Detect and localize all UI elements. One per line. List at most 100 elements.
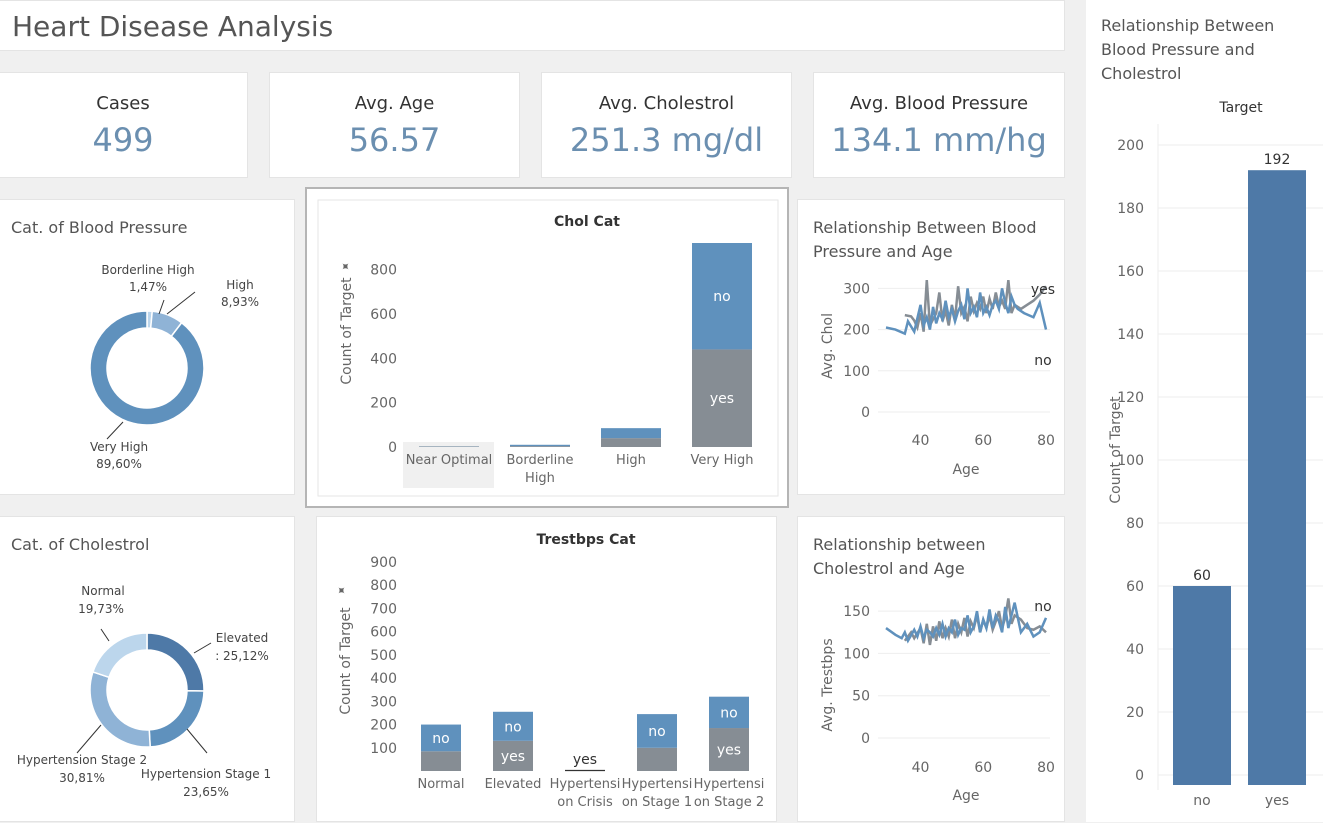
bar-segment-no [510, 445, 570, 446]
bar-data-label: 192 [1264, 152, 1291, 168]
y-axis-label: Count of Target [1108, 396, 1124, 504]
y-tick-label: 0 [388, 440, 397, 456]
slice-label: : 25,12% [215, 649, 269, 663]
bp-age-card[interactable]: Relationship Between Blood Pressure and … [797, 199, 1065, 495]
y-tick-label: 200 [370, 396, 397, 412]
bar [1173, 586, 1231, 785]
y-tick-label: 400 [370, 351, 397, 367]
target-panel[interactable]: Relationship Between Blood Pressure and … [1086, 0, 1323, 822]
y-tick-label: 200 [843, 323, 870, 339]
kpi-avg-blood-pressure[interactable]: Avg. Blood Pressure 134.1 mm/hg [813, 72, 1065, 178]
bp-category-card[interactable]: Cat. of Blood Pressure Borderline High 1… [0, 199, 295, 495]
y-axis-label: Count of Target [339, 277, 355, 385]
slice-name: High [226, 278, 254, 292]
y-tick-label: 20 [1126, 705, 1144, 721]
y-tick-label: 40 [1126, 642, 1144, 658]
y-tick-label: 200 [370, 718, 397, 734]
slice-label: 8,93% [221, 295, 259, 309]
x-tick-label: Hypertensi [694, 777, 765, 792]
slice-label: 89,60% [96, 457, 142, 471]
y-tick-label: 120 [1117, 390, 1144, 406]
series-label: yes [1031, 282, 1055, 298]
y-tick-label: 900 [370, 555, 397, 571]
series-label: no [1034, 599, 1051, 615]
bar-segment-yes [601, 438, 661, 447]
chart-title: Trestbps Cat [536, 532, 635, 548]
pin-icon: ✦ [333, 582, 350, 599]
donut-slice [90, 672, 150, 747]
kpi-value: 134.1 mm/hg [814, 121, 1064, 159]
x-tick-label: Normal [417, 777, 464, 792]
y-tick-label: 100 [843, 646, 870, 662]
bar-data-label: yes [717, 743, 741, 759]
slice-label: 19,73% [78, 602, 124, 616]
bar [1248, 170, 1306, 785]
bar-data-label: 60 [1193, 568, 1211, 584]
x-tick-label: High [525, 471, 555, 486]
chol-donut-chart: Elevated : 25,12% Hypertension Stage 1 2… [0, 517, 296, 823]
chol-age-card[interactable]: Relationship between Cholestrol and Age … [797, 516, 1065, 822]
kpi-avg-age[interactable]: Avg. Age 56.57 [269, 72, 520, 178]
kpi-label: Avg. Cholestrol [542, 93, 791, 114]
kpi-label: Avg. Blood Pressure [814, 93, 1064, 114]
y-tick-label: 500 [370, 648, 397, 664]
y-tick-label: 200 [1117, 138, 1144, 154]
x-axis-label: Age [952, 462, 979, 478]
kpi-value: 499 [0, 121, 247, 159]
y-tick-label: 600 [370, 307, 397, 323]
bp-donut-chart: Borderline High 1,47% High 8,93% Very Hi… [0, 200, 296, 496]
x-tick-label: 60 [974, 760, 992, 776]
y-tick-label: 80 [1126, 516, 1144, 532]
x-tick-label: Near Optimal [406, 453, 493, 468]
y-axis-label: Avg. Chol [820, 313, 836, 379]
x-tick-label: 60 [974, 433, 992, 449]
slice-label: 30,81% [59, 771, 105, 785]
chol-category-card[interactable]: Cat. of Cholestrol Elevated : 25,12% Hyp… [0, 516, 295, 822]
kpi-cases[interactable]: Cases 499 [0, 72, 248, 178]
bar-data-label: no [504, 719, 521, 735]
y-tick-label: 700 [370, 601, 397, 617]
kpi-value: 251.3 mg/dl [542, 121, 791, 159]
x-tick-label: Hypertensi [622, 777, 693, 792]
slice-label: 1,47% [129, 280, 167, 294]
x-tick-label: no [1193, 793, 1210, 809]
y-tick-label: 0 [861, 405, 870, 421]
bar-segment-no [601, 428, 661, 438]
kpi-label: Avg. Age [270, 93, 519, 114]
x-tick-label: 80 [1037, 760, 1055, 776]
x-tick-label: Very High [691, 453, 754, 468]
y-tick-label: 140 [1117, 327, 1144, 343]
x-tick-label: on Stage 1 [622, 795, 692, 810]
series-label: no [1034, 353, 1051, 369]
slice-name: Hypertension Stage 1 [141, 767, 271, 781]
y-tick-label: 100 [370, 741, 397, 757]
slice-name: Hypertension Stage 2 [17, 753, 147, 767]
slice-name: Normal [81, 584, 124, 598]
y-tick-label: 50 [852, 689, 870, 705]
x-tick-label: on Stage 2 [694, 795, 764, 810]
y-tick-label: 0 [861, 731, 870, 747]
bar-data-label: no [720, 705, 737, 721]
kpi-avg-cholestrol[interactable]: Avg. Cholestrol 251.3 mg/dl [541, 72, 792, 178]
slice-name: Very High [90, 440, 148, 454]
y-tick-label: 160 [1117, 264, 1144, 280]
bar-data-label: yes [501, 749, 525, 765]
x-tick-label: on Crisis [557, 795, 613, 810]
x-tick-label: 40 [912, 760, 930, 776]
bar-segment-yes [510, 446, 570, 447]
x-axis-label: Age [952, 788, 979, 804]
y-axis-label: Count of Target [338, 607, 354, 715]
chart-title: Chol Cat [554, 214, 620, 230]
title-bar: Heart Disease Analysis [0, 0, 1065, 51]
donut-slice [90, 311, 204, 425]
kpi-value: 56.57 [270, 121, 519, 159]
bar-data-label: no [432, 731, 449, 747]
x-tick-label: Hypertensi [550, 777, 621, 792]
y-tick-label: 60 [1126, 579, 1144, 595]
y-tick-label: 100 [843, 364, 870, 380]
bar-segment-yes [421, 751, 461, 771]
trestbps-cat-chart: Trestbps Cat Count of Target ✦ 100200300… [317, 517, 778, 823]
